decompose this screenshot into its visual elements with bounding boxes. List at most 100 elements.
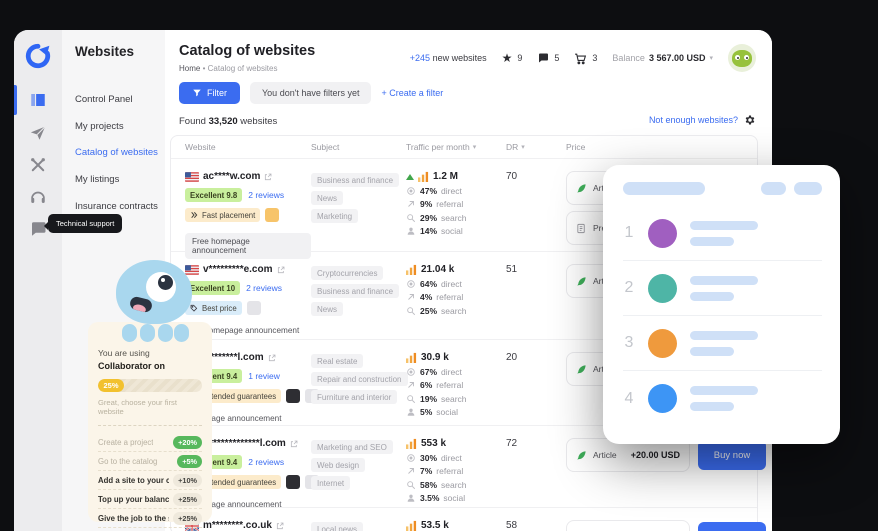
task-add-site-to-cart[interactable]: Add a site to your cart +10% — [98, 471, 202, 490]
not-enough-link[interactable]: Not enough websites? — [648, 115, 738, 125]
progress-fill: 25% — [98, 379, 124, 392]
col-dr[interactable]: DR ▾ — [506, 142, 525, 152]
task-badge: +20% — [173, 435, 202, 449]
external-link-icon[interactable] — [276, 522, 284, 530]
feature-badge: Best price — [185, 301, 242, 315]
subject-cell: Real estate Repair and construction Furn… — [311, 352, 408, 425]
step-number: 4 — [624, 389, 634, 407]
external-link-icon[interactable] — [290, 440, 298, 448]
traffic-bars-icon — [406, 520, 417, 531]
dr-cell: 51 — [506, 264, 518, 275]
feature-badge: Fast placement — [185, 208, 261, 222]
feather-mini-icon — [286, 389, 301, 403]
traffic-cell: 21.04 k 64% direct 4% referral 25% search — [406, 264, 506, 339]
sidebar-item-my-projects[interactable]: My projects — [75, 121, 124, 132]
sidebar-title: Websites — [75, 44, 135, 59]
traffic-value: 30.9 k — [421, 352, 449, 363]
breadcrumb-current: Catalog of websites — [207, 64, 278, 73]
website-domain[interactable]: m********.co.uk — [203, 520, 272, 531]
buy-now-button[interactable]: Buy now — [698, 440, 766, 470]
offer-article[interactable]: Article 50.00 USD — [566, 520, 690, 531]
direct-icon — [406, 279, 416, 289]
cart-button[interactable]: 3 — [574, 52, 597, 65]
messages-button[interactable]: 5 — [537, 52, 559, 64]
col-subject[interactable]: Subject — [311, 142, 340, 152]
usage-progress-card: You are using Collaborator on 25% Great,… — [88, 322, 212, 528]
task-go-to-catalog[interactable]: Go to the catalog +5% — [98, 452, 202, 471]
reviews-link[interactable]: 2 reviews — [246, 283, 282, 293]
direct-icon — [406, 453, 416, 463]
website-domain[interactable]: v*********e.com — [203, 264, 273, 275]
direct-icon — [406, 186, 416, 196]
social-icon — [406, 493, 416, 503]
subject-cell: Cryptocurrencies Business and finance Ne… — [311, 264, 406, 339]
usage-line1: You are using — [98, 348, 150, 358]
control-panel-icon[interactable] — [14, 85, 62, 115]
send-icon[interactable] — [14, 118, 62, 148]
skeleton-bar — [690, 291, 734, 301]
search-icon — [406, 213, 416, 223]
avatar[interactable] — [728, 44, 756, 72]
website-domain[interactable]: t********l.com — [203, 352, 264, 363]
onboarding-step: 1 — [623, 206, 822, 261]
favorites-button[interactable]: ★ 9 — [502, 52, 523, 64]
skeleton-bar — [690, 220, 758, 230]
tools-icon[interactable] — [14, 150, 62, 180]
sidebar-item-control-panel[interactable]: Control Panel — [75, 94, 133, 105]
header-actions: +245 new websites ★ 9 5 — [410, 44, 756, 72]
chat-mini-icon — [286, 475, 301, 489]
cart-count: 3 — [592, 53, 598, 63]
search-icon — [406, 394, 416, 404]
breadcrumb-home[interactable]: Home — [179, 64, 201, 73]
sidebar-item-my-listings[interactable]: My listings — [75, 174, 120, 185]
usage-progress-bar: 25% — [98, 379, 202, 392]
skeleton-bar — [690, 402, 734, 411]
usage-line2: Collaborator on — [98, 361, 165, 371]
col-price[interactable]: Price — [566, 142, 586, 152]
page-title: Catalog of websites — [179, 43, 316, 59]
feather-icon — [577, 450, 586, 460]
traffic-cell: 1.2 M 47% direct 9% referral 29% search 14%… — [406, 171, 506, 259]
buy-now-button[interactable]: Buy now — [698, 522, 766, 531]
traffic-bars-icon — [406, 264, 417, 275]
reviews-link[interactable]: 2 reviews — [248, 190, 285, 200]
divider — [98, 425, 202, 426]
cart-icon — [574, 52, 587, 65]
website-domain[interactable]: ac****w.com — [203, 171, 261, 182]
external-link-icon[interactable] — [277, 266, 285, 274]
task-give-job[interactable]: Give the job to the site +25% — [98, 509, 202, 528]
filter-toolbar: Filter You don't have filters yet + Crea… — [179, 82, 443, 104]
task-top-up-balance[interactable]: Top up your balance in ... +25% — [98, 490, 202, 509]
website-domain[interactable]: u*************l.com — [203, 438, 286, 449]
col-traffic[interactable]: Traffic per month ▾ — [406, 142, 477, 152]
skeleton-bar — [690, 236, 734, 246]
caret-down-icon: ▾ — [709, 55, 713, 62]
gear-icon[interactable] — [744, 114, 756, 126]
subject-cell: Business and finance News Marketing — [311, 171, 406, 259]
table-header: Website Subject Traffic per month ▾ DR ▾ P… — [171, 136, 757, 158]
website-cell: v*********e.com Excellent 10 2 reviews B… — [185, 264, 311, 339]
sidebar-item-catalog-of-websites[interactable]: Catalog of websites — [75, 147, 158, 158]
headphones-icon[interactable] — [14, 182, 62, 212]
col-website[interactable]: Website — [185, 142, 216, 152]
external-link-icon[interactable] — [268, 354, 276, 362]
balance-menu[interactable]: Balance 3 567.00 USD ▾ — [612, 53, 713, 63]
subject-cell: Marketing and SEO Web design Internet — [311, 438, 406, 509]
task-create-project[interactable]: Create a project +20% — [98, 433, 202, 452]
new-websites-counter[interactable]: +245 new websites — [409, 53, 487, 63]
not-enough-websites: Not enough websites? — [649, 114, 756, 126]
filter-button[interactable]: Filter — [179, 82, 240, 104]
external-link-icon[interactable] — [264, 173, 272, 181]
support-chat-icon[interactable] — [14, 214, 62, 244]
star-icon: ★ — [501, 51, 513, 65]
reviews-link[interactable]: 1 review — [248, 371, 280, 381]
rating-badge: Excellent 9.8 — [185, 188, 243, 202]
skeleton-bar — [690, 346, 734, 356]
dr-cell: 58 — [506, 520, 518, 531]
fast-icon — [191, 212, 198, 218]
create-filter-link[interactable]: + Create a filter — [381, 88, 444, 98]
sidebar-item-insurance-contracts[interactable]: Insurance contracts — [75, 201, 158, 212]
collaborator-logo-icon[interactable] — [25, 43, 51, 69]
feather-icon — [577, 183, 586, 193]
reviews-link[interactable]: 2 reviews — [248, 457, 285, 467]
